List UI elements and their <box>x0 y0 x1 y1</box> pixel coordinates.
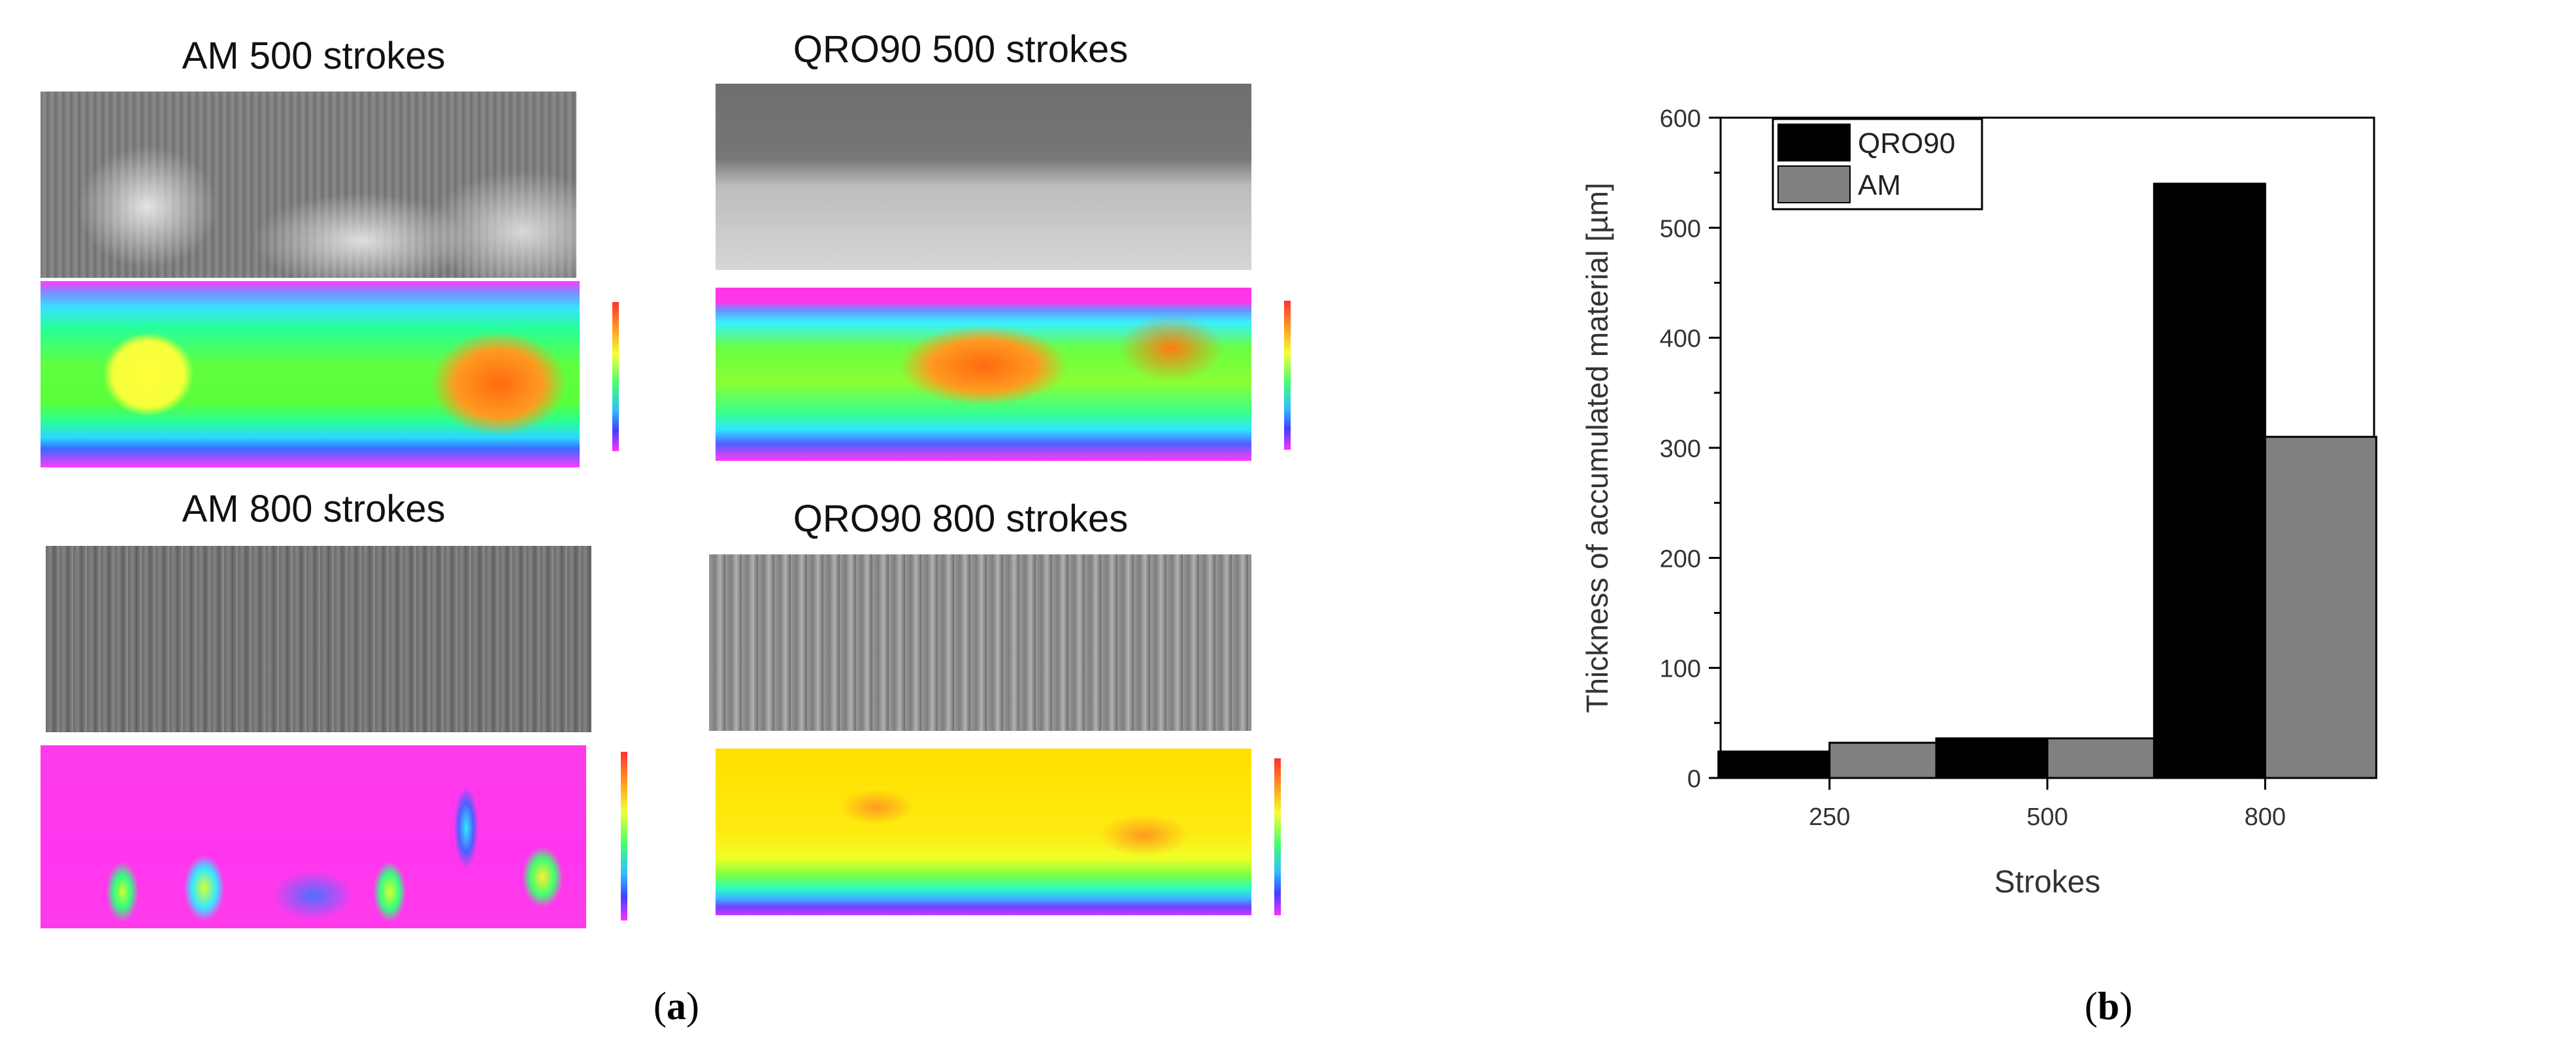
bar-qro90-800 <box>2153 182 2266 779</box>
bar-qro90-250 <box>1717 751 1831 779</box>
y-axis-label: Thickness of accumulated material [µm] <box>1580 182 1614 713</box>
caption-a: (a) <box>653 985 699 1028</box>
y-tick-label: 100 <box>1660 656 1701 683</box>
legend-swatch-am <box>1777 165 1851 203</box>
y-tick-label: 0 <box>1687 766 1701 793</box>
legend-label-am: AM <box>1858 169 1901 201</box>
caption-b-letter: b <box>2097 985 2120 1028</box>
bar-am-800 <box>2264 435 2377 779</box>
caption-a-letter: a <box>666 985 686 1028</box>
title-qro90-800: QRO90 800 strokes <box>793 498 1129 540</box>
height-scale-am-500 <box>612 302 619 451</box>
height-scale-qro90-800 <box>1274 758 1281 915</box>
legend-label-qro90: QRO90 <box>1858 127 1955 160</box>
x-axis-label: Strokes <box>1994 865 2101 900</box>
height-scale-am-800 <box>621 752 627 920</box>
y-tick-label: 300 <box>1660 435 1701 463</box>
legend-swatch-qro90 <box>1777 124 1851 161</box>
y-tick-label: 500 <box>1660 215 1701 243</box>
y-tick-label: 600 <box>1660 105 1701 133</box>
height-scale-qro90-500 <box>1284 301 1291 450</box>
bar-am-250 <box>1828 741 1942 779</box>
y-tick-label: 400 <box>1660 326 1701 353</box>
title-qro90-500: QRO90 500 strokes <box>793 28 1129 71</box>
x-tick-label: 500 <box>2026 803 2068 831</box>
bar-chart: 0 100 200 300 400 500 600 250 500 800 Strokes Thick… <box>1580 105 2377 900</box>
height-map-am-800 <box>41 745 586 928</box>
title-am-500: AM 500 strokes <box>182 35 446 77</box>
sem-image-am-800 <box>46 546 591 732</box>
height-map-qro90-500 <box>716 288 1251 461</box>
y-tick-label: 200 <box>1660 545 1701 573</box>
bar-qro90-500 <box>1935 737 2049 779</box>
bar-am-500 <box>2046 737 2160 779</box>
x-tick-label: 250 <box>1809 803 1850 831</box>
sem-image-qro90-500 <box>716 84 1251 270</box>
height-map-qro90-800 <box>716 749 1251 915</box>
height-map-am-500 <box>41 281 580 467</box>
caption-b: (b) <box>2085 985 2133 1028</box>
sem-image-qro90-800 <box>709 554 1251 731</box>
title-am-800: AM 800 strokes <box>182 488 446 530</box>
sem-image-am-500 <box>41 92 576 278</box>
x-tick-label: 800 <box>2245 803 2286 831</box>
